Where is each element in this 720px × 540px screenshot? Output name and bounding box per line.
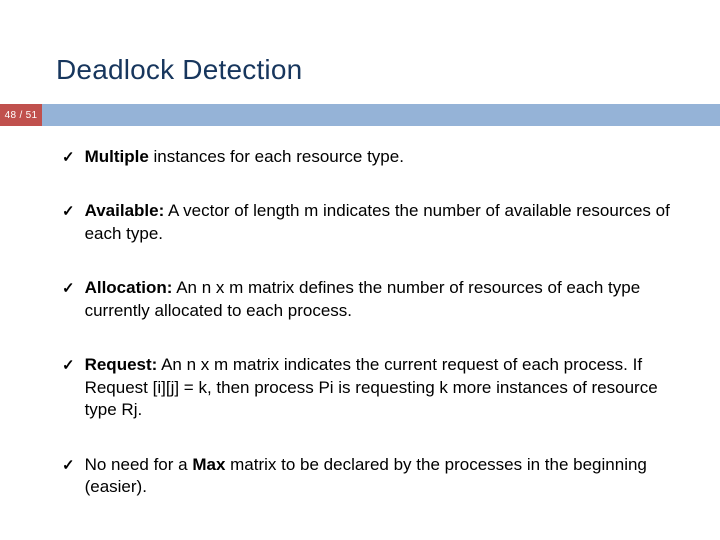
checkmark-icon: ✓ [62,456,75,476]
bullet-text: No need for a Max matrix to be declared … [85,454,684,499]
list-item: ✓ Available: A vector of length m indica… [62,200,684,245]
bullet-text: Request: An n x m matrix indicates the c… [85,354,684,421]
accent-band [42,104,720,126]
list-item: ✓ Request: An n x m matrix indicates the… [62,354,684,421]
bold-term: Allocation: [85,278,173,297]
page-number-box: 48 / 51 [0,104,42,126]
bullet-text: Allocation: An n x m matrix defines the … [85,277,684,322]
bold-term: Multiple [85,147,149,166]
slide-title: Deadlock Detection [56,54,302,86]
list-item: ✓ Multiple instances for each resource t… [62,146,684,168]
bold-term: Request: [85,355,158,374]
bold-term: Available: [85,201,165,220]
header-band: 48 / 51 [0,104,720,126]
content-area: ✓ Multiple instances for each resource t… [62,146,684,530]
plain-text: A vector of length m indicates the numbe… [85,201,670,242]
plain-text: instances for each resource type. [149,147,404,166]
bullet-text: Available: A vector of length m indicate… [85,200,684,245]
plain-text: An n x m matrix indicates the current re… [85,355,658,419]
checkmark-icon: ✓ [62,356,75,376]
plain-text: No need for a [85,455,193,474]
bold-term: Max [192,455,225,474]
checkmark-icon: ✓ [62,148,75,168]
slide: Deadlock Detection 48 / 51 ✓ Multiple in… [0,0,720,540]
checkmark-icon: ✓ [62,202,75,222]
bullet-text: Multiple instances for each resource typ… [85,146,684,168]
checkmark-icon: ✓ [62,279,75,299]
list-item: ✓ Allocation: An n x m matrix defines th… [62,277,684,322]
list-item: ✓ No need for a Max matrix to be declare… [62,454,684,499]
